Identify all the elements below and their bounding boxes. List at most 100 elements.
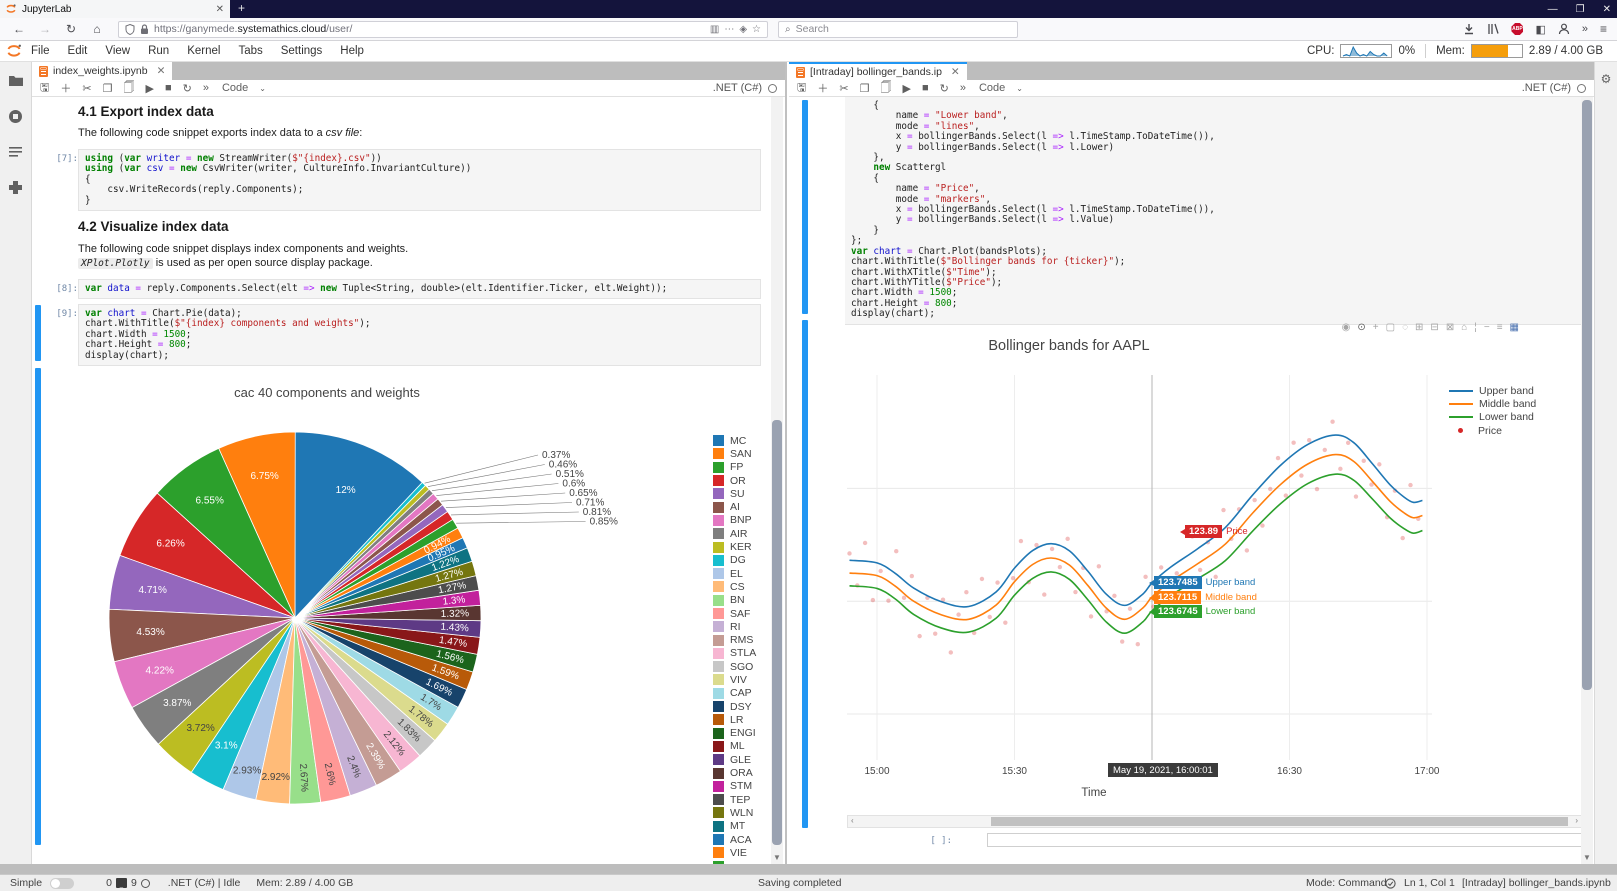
horizontal-scrollbar[interactable]: ‹ › (847, 815, 1582, 828)
paste-button[interactable]: 🗍 (123, 81, 135, 94)
price-marker[interactable] (1096, 564, 1102, 569)
price-marker[interactable] (1197, 567, 1203, 573)
price-marker[interactable] (948, 650, 953, 655)
extensions-icon[interactable] (8, 180, 23, 195)
toggle-spikelines-icon[interactable]: ¦ (1474, 322, 1477, 333)
price-marker[interactable] (933, 631, 938, 636)
price-marker[interactable] (1345, 440, 1351, 445)
legend-item[interactable]: VIE (713, 846, 756, 859)
cursor-position[interactable]: Ln 1, Col 1 (1404, 877, 1455, 889)
price-marker[interactable] (1252, 497, 1257, 503)
url-bar[interactable]: https://ganymede.systemathics.cloud/user… (118, 20, 768, 38)
legend-item[interactable]: AI (713, 500, 756, 513)
lower-band-line[interactable] (849, 473, 1423, 634)
kernel-status-text[interactable]: .NET (C#) | Idle (167, 877, 241, 889)
kernels-count[interactable]: 9 (130, 877, 137, 889)
code-cell-editor[interactable]: var data = reply.Components.Select(elt =… (78, 279, 761, 300)
save-button[interactable]: 🖫 (797, 81, 807, 94)
price-marker[interactable] (909, 573, 915, 579)
restart-kernel-button[interactable]: ↻ (182, 82, 192, 95)
cell-type-select[interactable]: Code (221, 82, 249, 94)
menu-item-file[interactable]: File (31, 45, 50, 57)
bookmark-star-icon[interactable]: ☆ (752, 23, 761, 35)
middle-band-line[interactable] (849, 453, 1423, 621)
show-closest-icon[interactable]: − (1483, 322, 1490, 333)
price-marker[interactable] (1174, 571, 1179, 576)
price-marker[interactable] (917, 633, 922, 639)
price-marker[interactable] (1361, 458, 1366, 464)
overflow-chevrons-icon[interactable]: » (1581, 23, 1588, 35)
zoom-icon[interactable]: ⊙ (1357, 322, 1366, 333)
price-marker[interactable] (1120, 639, 1125, 644)
menu-hamburger-icon[interactable]: ≡ (1599, 22, 1607, 36)
price-marker[interactable] (1010, 575, 1016, 581)
forward-button[interactable]: → (39, 22, 51, 36)
pan-icon[interactable]: + (1372, 322, 1379, 333)
running-sessions-icon[interactable] (8, 109, 23, 124)
price-marker[interactable] (862, 540, 868, 546)
price-marker[interactable] (995, 580, 1000, 585)
price-marker[interactable] (1088, 614, 1094, 619)
camera-icon[interactable]: ◉ (1341, 322, 1351, 333)
price-marker[interactable] (1369, 482, 1374, 487)
run-button[interactable]: ▶ (145, 82, 154, 95)
tab-close-icon[interactable]: ✕ (156, 65, 166, 77)
price-marker[interactable] (1400, 535, 1405, 541)
reader-mode-icon[interactable]: ▥ (709, 23, 720, 35)
price-marker[interactable] (847, 551, 852, 556)
run-button[interactable]: ▶ (902, 82, 911, 95)
lasso-icon[interactable]: ◌ (1402, 322, 1409, 333)
file-browser-icon[interactable] (8, 74, 24, 87)
price-marker[interactable] (894, 549, 899, 554)
back-button[interactable]: ← (13, 22, 25, 36)
menu-item-run[interactable]: Run (148, 45, 170, 57)
legend-item[interactable]: FP (713, 461, 756, 474)
price-marker[interactable] (1299, 473, 1304, 478)
legend-item[interactable]: Lower band (1449, 411, 1536, 424)
pocket-icon[interactable]: ◈ (739, 23, 748, 35)
add-cell-button[interactable]: ＋ (817, 83, 829, 95)
price-marker[interactable] (870, 597, 876, 603)
price-marker[interactable] (979, 576, 985, 582)
price-marker[interactable] (1330, 419, 1335, 424)
legend-item[interactable]: ACA (713, 833, 756, 846)
compare-icon[interactable]: ≡ (1496, 322, 1503, 333)
price-marker[interactable] (1307, 438, 1312, 443)
price-marker[interactable] (1314, 486, 1320, 492)
price-marker[interactable] (1143, 574, 1148, 580)
cell-type-select[interactable]: Code (978, 82, 1006, 94)
add-cell-button[interactable]: ＋ (60, 83, 72, 95)
scroll-left-arrow[interactable]: ‹ (851, 816, 854, 825)
save-button[interactable]: 🖫 (40, 81, 50, 94)
legend-item[interactable]: GLE (713, 753, 756, 766)
price-marker[interactable] (1018, 538, 1024, 544)
account-icon[interactable] (1558, 23, 1570, 35)
legend-item[interactable]: DG (713, 554, 756, 567)
legend-item[interactable]: MC (713, 434, 756, 447)
table-of-contents-icon[interactable] (8, 146, 23, 158)
menu-item-view[interactable]: View (105, 45, 131, 57)
menu-item-help[interactable]: Help (340, 45, 364, 57)
price-marker[interactable] (964, 590, 969, 595)
tab-close-icon[interactable]: ✕ (950, 66, 960, 78)
property-inspector-gear-icon[interactable]: ⚙ (1600, 72, 1612, 86)
simple-mode-toggle[interactable] (50, 877, 75, 889)
run-all-button[interactable]: » (959, 82, 968, 94)
legend-item[interactable]: SAF (713, 607, 756, 620)
copy-button[interactable]: ❐ (102, 82, 113, 95)
home-button[interactable]: ⌂ (93, 22, 101, 36)
price-marker[interactable] (1221, 507, 1226, 513)
price-marker[interactable] (987, 614, 992, 620)
right-vertical-scrollbar[interactable]: ▼ (1581, 97, 1593, 864)
reload-button[interactable]: ↻ (65, 22, 77, 36)
stop-button[interactable]: ■ (164, 82, 172, 94)
price-marker[interactable] (1042, 592, 1047, 597)
scroll-down-arrow[interactable]: ▼ (1583, 853, 1591, 862)
autoscale-icon[interactable]: ⊠ (1445, 322, 1455, 333)
sidebar-toggle-icon[interactable]: ◧ (1535, 23, 1546, 36)
terminals-count[interactable]: 0 (106, 877, 112, 889)
legend-item[interactable]: ENGI (713, 727, 756, 740)
legend-item[interactable]: CAP (713, 687, 756, 700)
price-marker[interactable] (1291, 440, 1296, 445)
scrollbar-thumb[interactable] (772, 420, 782, 845)
